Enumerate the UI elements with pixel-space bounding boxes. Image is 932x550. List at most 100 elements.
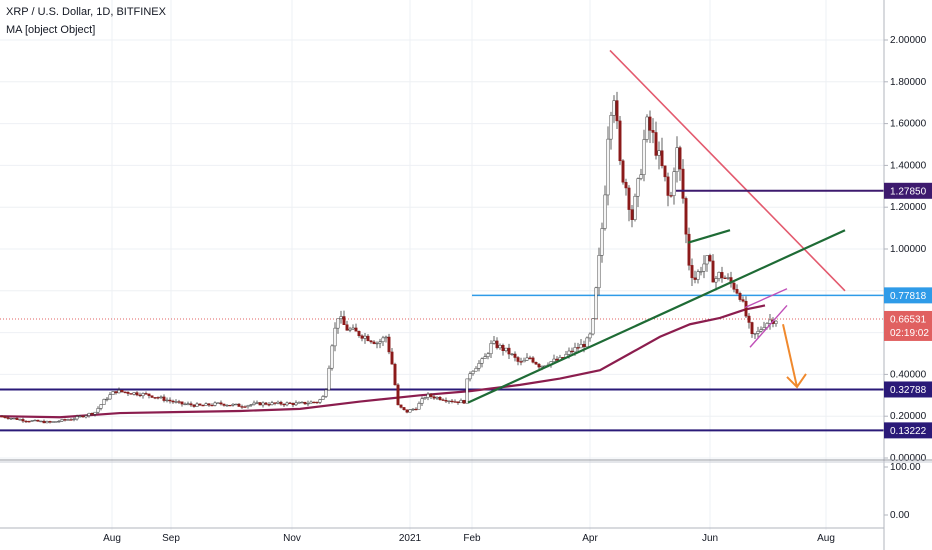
candle-down bbox=[414, 408, 418, 411]
ma-path bbox=[0, 304, 766, 419]
candle-up bbox=[573, 347, 577, 353]
candle-down bbox=[708, 255, 712, 262]
price-tick-label: 0.00000 bbox=[890, 453, 927, 464]
candle-down bbox=[138, 394, 142, 397]
candle-up bbox=[423, 397, 427, 399]
candle-up bbox=[525, 357, 529, 361]
candle-up bbox=[255, 402, 259, 404]
trend-drawings bbox=[467, 49, 890, 404]
candle-up bbox=[459, 400, 463, 404]
candle-down bbox=[660, 150, 664, 167]
candle-up bbox=[636, 178, 640, 197]
grid-lines bbox=[0, 0, 884, 530]
candle-down bbox=[534, 361, 538, 365]
candle-up bbox=[75, 416, 79, 420]
candle-down bbox=[189, 403, 193, 406]
candle-up bbox=[78, 415, 82, 418]
candle-down bbox=[21, 419, 25, 422]
candle-up bbox=[165, 399, 169, 402]
candle-down bbox=[444, 400, 448, 402]
candle-down bbox=[531, 357, 535, 363]
candle-up bbox=[705, 255, 709, 265]
candle-down bbox=[42, 420, 46, 424]
candle-down bbox=[390, 351, 394, 365]
candle-down bbox=[360, 335, 364, 339]
candle-up bbox=[504, 347, 508, 351]
candle-up bbox=[183, 403, 187, 406]
candle-up bbox=[597, 255, 601, 289]
price-tick-label: 0.40000 bbox=[890, 369, 927, 380]
price-axis: 0.00000 0.20000 0.40000 1.00000 1.20000 1.400… bbox=[883, 0, 932, 550]
candle-up bbox=[339, 316, 343, 319]
candle-up bbox=[246, 405, 250, 407]
moving-average-line bbox=[0, 304, 766, 419]
candle-down bbox=[528, 357, 532, 359]
candle-down bbox=[228, 404, 232, 407]
candle-up bbox=[33, 419, 37, 422]
candle-down bbox=[738, 292, 742, 300]
candle-down bbox=[303, 401, 307, 405]
candle-up bbox=[483, 356, 487, 359]
candle-up bbox=[213, 402, 217, 406]
candle-up bbox=[606, 138, 610, 196]
level-badge-label-1: 0.77818 bbox=[890, 291, 927, 302]
candle-down bbox=[150, 395, 154, 398]
indicator-legend[interactable]: MA [object Object] bbox=[6, 24, 96, 36]
candle-down bbox=[372, 341, 376, 344]
candle-down bbox=[153, 397, 157, 399]
candle-up bbox=[132, 392, 136, 395]
candle-down bbox=[399, 404, 403, 408]
candle-down bbox=[693, 277, 697, 280]
countdown-label: 02:19:02 bbox=[890, 328, 929, 339]
candle-down bbox=[429, 393, 433, 397]
candle-up bbox=[411, 408, 415, 411]
candle-up bbox=[756, 330, 760, 334]
candle-down bbox=[723, 277, 727, 279]
candle-up bbox=[480, 358, 484, 364]
candle-down bbox=[513, 353, 517, 358]
candle-up bbox=[249, 404, 253, 406]
candle-down bbox=[630, 209, 634, 220]
candle-up bbox=[186, 403, 190, 405]
candle-up bbox=[381, 337, 385, 343]
level-badge-label-3: 0.13222 bbox=[890, 426, 927, 437]
candle-up bbox=[567, 350, 571, 355]
candle-down bbox=[177, 401, 181, 403]
candle-up bbox=[633, 195, 637, 220]
candle-up bbox=[321, 396, 325, 400]
candle-down bbox=[732, 282, 736, 290]
candle-down bbox=[198, 403, 202, 406]
candle-down bbox=[144, 393, 148, 395]
candle-up bbox=[699, 271, 703, 273]
candle-up bbox=[105, 398, 109, 401]
price-tick-label: 1.00000 bbox=[890, 244, 927, 255]
candle-up bbox=[87, 413, 91, 416]
time-label: 2021 bbox=[399, 533, 422, 544]
candle-down bbox=[147, 393, 151, 396]
candle-down bbox=[357, 330, 361, 337]
candle-down bbox=[63, 419, 67, 421]
candle-up bbox=[447, 400, 451, 403]
candle-down bbox=[24, 420, 28, 423]
candle-down bbox=[681, 168, 685, 199]
candle-up bbox=[474, 368, 478, 372]
candle-up bbox=[612, 100, 616, 116]
candle-down bbox=[405, 409, 409, 413]
candle-down bbox=[69, 419, 73, 421]
candle-up bbox=[309, 401, 313, 404]
candle-up bbox=[714, 278, 718, 283]
candle-down bbox=[6, 417, 10, 419]
candle-up bbox=[54, 421, 58, 423]
price-tick-label: 1.40000 bbox=[890, 160, 927, 171]
candle-down bbox=[267, 404, 271, 406]
candle-up bbox=[498, 345, 502, 349]
candle-up bbox=[102, 399, 106, 405]
time-label: Aug bbox=[103, 533, 121, 544]
candle-up bbox=[657, 150, 661, 156]
symbol-legend[interactable]: XRP / U.S. Dollar, 1D, BITFINEX bbox=[6, 6, 166, 18]
candle-up bbox=[762, 327, 766, 330]
candle-down bbox=[576, 347, 580, 349]
candle-up bbox=[84, 415, 88, 418]
candle-up bbox=[645, 116, 649, 140]
